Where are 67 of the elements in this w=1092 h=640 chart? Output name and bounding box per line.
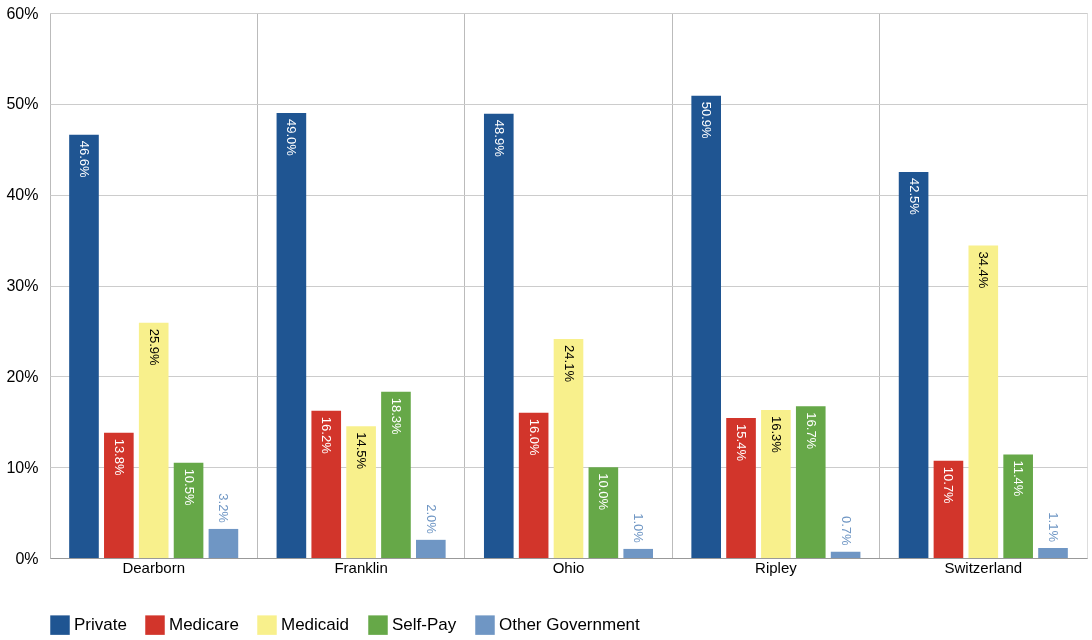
bar	[104, 432, 134, 558]
y-tick-label: 40%	[6, 186, 39, 204]
data-label: 10.5%	[181, 468, 197, 506]
data-label: 1.1%	[1046, 512, 1062, 543]
bar	[726, 418, 756, 558]
bar	[518, 412, 549, 558]
y-tick-label: 10%	[6, 458, 39, 476]
legend-label: Medicaid	[281, 615, 350, 635]
legend-label: Medicare	[169, 615, 239, 635]
bar	[933, 460, 964, 558]
x-tick-label: Dearborn	[122, 558, 185, 576]
bar	[1038, 548, 1068, 558]
bar	[588, 467, 619, 558]
bar	[381, 391, 411, 558]
data-label: 2.0%	[423, 504, 439, 535]
bar	[761, 409, 791, 558]
data-label: 16.2%	[319, 416, 335, 455]
data-label: 16.7%	[803, 412, 819, 450]
bar	[553, 339, 584, 558]
bar	[830, 551, 861, 558]
data-label: 14.5%	[354, 432, 370, 470]
bar	[691, 95, 721, 558]
x-tick-label: Franklin	[334, 558, 388, 576]
data-label: 1.0%	[631, 513, 647, 544]
y-tick-label: 20%	[6, 367, 39, 385]
bar	[69, 134, 99, 558]
bar	[346, 426, 376, 558]
bar	[276, 112, 307, 558]
data-label: 10.7%	[941, 466, 957, 505]
bar	[483, 113, 514, 558]
data-label: 16.0%	[526, 418, 542, 456]
bar	[968, 245, 999, 558]
y-tick-label: 60%	[6, 4, 39, 22]
data-label: 49.0%	[284, 118, 300, 157]
data-label: 3.2%	[216, 493, 232, 524]
x-tick-label: Switzerland	[944, 558, 1023, 576]
data-label: 48.9%	[491, 119, 507, 158]
legend-label: Other Government	[499, 615, 641, 635]
data-label: 0.7%	[838, 516, 854, 547]
y-tick-label: 0%	[15, 549, 39, 567]
data-label: 46.6%	[76, 140, 92, 179]
legend-label: Self-Pay	[392, 615, 457, 635]
data-label: 11.4%	[1011, 460, 1027, 497]
bar	[138, 322, 169, 558]
bar	[795, 406, 826, 558]
data-label: 42.5%	[906, 177, 922, 216]
data-label: 34.4%	[976, 251, 992, 289]
data-label: 13.8%	[111, 438, 127, 476]
y-tick-label: 50%	[6, 95, 39, 113]
bar	[623, 548, 654, 558]
bar	[1003, 454, 1033, 558]
data-label: 15.4%	[734, 424, 750, 462]
data-label: 50.9%	[699, 101, 715, 139]
data-label: 10.0%	[596, 473, 612, 511]
bar	[311, 410, 342, 558]
data-label: 24.1%	[561, 345, 577, 383]
bar	[208, 528, 239, 558]
bar	[173, 462, 204, 558]
x-tick-label: Ohio	[552, 558, 585, 576]
legend-label: Private	[74, 615, 127, 635]
y-tick-label: 30%	[6, 277, 39, 294]
x-tick-label: Ripley	[755, 558, 798, 576]
data-label: 25.9%	[146, 328, 162, 367]
data-label: 16.3%	[768, 415, 784, 454]
bar	[416, 539, 446, 558]
data-label: 18.3%	[388, 397, 404, 436]
bar	[898, 171, 929, 558]
